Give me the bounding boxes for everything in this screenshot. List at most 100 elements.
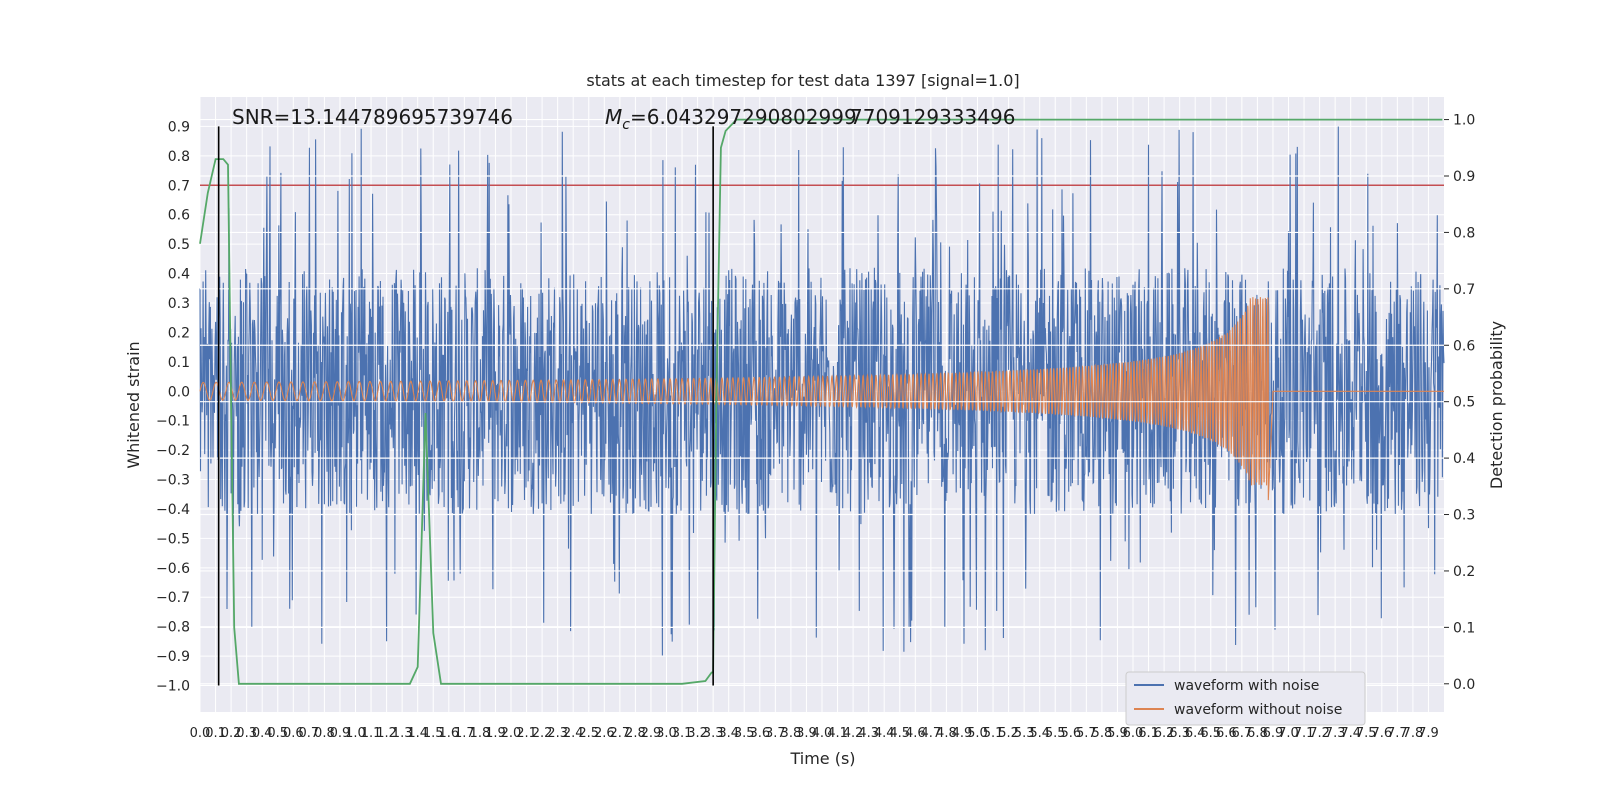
x-tick-label-9: 0.9 bbox=[330, 726, 351, 741]
x-tick-label-50: 5.0 bbox=[967, 726, 988, 741]
x-tick-label-27: 2.7 bbox=[610, 726, 631, 741]
x-tick-label-15: 1.5 bbox=[423, 726, 444, 741]
chirp-mass-overlap-annotation: 7709129333496 bbox=[850, 105, 1015, 129]
x-tick-label-31: 3.1 bbox=[672, 726, 693, 741]
chirp-mass-value: =6.043297290802999 bbox=[630, 105, 857, 129]
x-tick-label-71: 7.1 bbox=[1294, 726, 1315, 741]
legend: waveform with noise waveform without noi… bbox=[1125, 671, 1366, 726]
legend-label-clean: waveform without noise bbox=[1174, 702, 1342, 718]
x-tick-label-29: 2.9 bbox=[641, 726, 662, 741]
right-axis-gridlines bbox=[200, 118, 1444, 685]
x-tick-label-66: 6.6 bbox=[1216, 726, 1237, 741]
x-tick-label-33: 3.3 bbox=[703, 726, 724, 741]
y-tick-label-0: 0.9 bbox=[168, 119, 190, 135]
y-tick-label-8: 0.1 bbox=[168, 355, 190, 371]
x-tick-label-30: 3.0 bbox=[656, 726, 677, 741]
x-tick-label-14: 1.4 bbox=[407, 726, 428, 741]
x-tick-label-74: 7.4 bbox=[1340, 726, 1361, 741]
y-tick-label-12: −0.3 bbox=[156, 473, 190, 489]
series-waveform-without-noise bbox=[199, 297, 1444, 501]
x-tick-label-5: 0.5 bbox=[267, 726, 288, 741]
x-axis: 0.00.10.20.30.40.50.60.70.80.91.01.11.21… bbox=[190, 726, 1439, 741]
x-tick-label-16: 1.6 bbox=[438, 726, 459, 741]
x-tick-label-45: 4.5 bbox=[889, 726, 910, 741]
y-tick-label-19: −1.0 bbox=[156, 679, 190, 695]
x-tick-label-21: 2.1 bbox=[516, 726, 537, 741]
x-tick-label-49: 4.9 bbox=[952, 726, 973, 741]
x-tick-label-62: 6.2 bbox=[1154, 726, 1175, 741]
chirp-mass-annotation: Mc=6.043297290802999 bbox=[605, 105, 857, 133]
y2-tick-label-0: 1.0 bbox=[1453, 113, 1475, 129]
y2-tick-label-6: 0.4 bbox=[1453, 451, 1475, 467]
x-tick-label-19: 1.9 bbox=[485, 726, 506, 741]
clean-trace bbox=[199, 297, 1444, 501]
x-tick-label-39: 3.9 bbox=[796, 726, 817, 741]
x-tick-label-37: 3.7 bbox=[765, 726, 786, 741]
x-tick-label-48: 4.8 bbox=[936, 726, 957, 741]
y-axis-right: 1.0 0.9 0.8 0.7 0.6 0.5 0.4 0.3 0.2 0.1 0.0 bbox=[1444, 113, 1475, 693]
x-tick-label-75: 7.5 bbox=[1356, 726, 1377, 741]
x-tick-label-76: 7.6 bbox=[1371, 726, 1392, 741]
x-tick-label-17: 1.7 bbox=[454, 726, 475, 741]
x-tick-label-73: 7.3 bbox=[1325, 726, 1346, 741]
x-tick-label-24: 2.4 bbox=[563, 726, 584, 741]
chart-title: stats at each timestep for test data 139… bbox=[586, 71, 1019, 90]
x-tick-label-28: 2.8 bbox=[625, 726, 646, 741]
x-tick-label-12: 1.2 bbox=[376, 726, 397, 741]
y2-tick-label-8: 0.2 bbox=[1453, 564, 1475, 580]
x-tick-label-11: 1.1 bbox=[361, 726, 382, 741]
x-tick-label-18: 1.8 bbox=[470, 726, 491, 741]
x-tick-label-78: 7.8 bbox=[1403, 726, 1424, 741]
legend-box bbox=[1125, 671, 1366, 726]
x-tick-label-43: 4.3 bbox=[858, 726, 879, 741]
x-tick-label-65: 6.5 bbox=[1200, 726, 1221, 741]
y-axis-label-left: Whitened strain bbox=[124, 341, 143, 468]
snr-annotation: SNR=13.144789695739746 bbox=[232, 105, 513, 129]
y-tick-label-6: 0.3 bbox=[168, 296, 190, 312]
y2-tick-label-5: 0.5 bbox=[1453, 395, 1475, 411]
x-tick-label-36: 3.6 bbox=[749, 726, 770, 741]
x-tick-label-3: 0.3 bbox=[236, 726, 257, 741]
y-tick-label-2: 0.7 bbox=[168, 178, 190, 194]
y2-tick-label-7: 0.3 bbox=[1453, 508, 1475, 524]
x-axis-label: Time (s) bbox=[789, 749, 855, 768]
x-tick-label-0: 0.0 bbox=[190, 726, 211, 741]
x-tick-label-54: 5.4 bbox=[1029, 726, 1050, 741]
x-tick-label-77: 7.7 bbox=[1387, 726, 1408, 741]
x-tick-label-57: 5.7 bbox=[1076, 726, 1097, 741]
event-markers bbox=[217, 126, 714, 686]
x-tick-label-61: 6.1 bbox=[1138, 726, 1159, 741]
x-tick-label-32: 3.2 bbox=[687, 726, 708, 741]
y2-tick-label-10: 0.0 bbox=[1453, 677, 1475, 693]
x-tick-label-55: 5.5 bbox=[1045, 726, 1066, 741]
x-tick-label-8: 0.8 bbox=[314, 726, 335, 741]
x-tick-label-46: 4.6 bbox=[905, 726, 926, 741]
x-tick-label-10: 1.0 bbox=[345, 726, 366, 741]
y2-tick-label-3: 0.7 bbox=[1453, 282, 1475, 298]
x-tick-label-68: 6.8 bbox=[1247, 726, 1268, 741]
y-tick-label-14: −0.5 bbox=[156, 531, 190, 547]
x-tick-label-22: 2.2 bbox=[532, 726, 553, 741]
y2-tick-label-4: 0.6 bbox=[1453, 338, 1475, 354]
series-detection-probability bbox=[199, 118, 1443, 685]
y-tick-label-7: 0.2 bbox=[168, 325, 190, 341]
y-axis-left: 0.9 0.8 0.7 0.6 0.5 0.4 0.3 0.2 0.1 0.0 −0.1 −0.2 −0… bbox=[156, 119, 190, 694]
y-tick-label-9: 0.0 bbox=[168, 384, 190, 400]
x-tick-label-25: 2.5 bbox=[578, 726, 599, 741]
x-tick-label-34: 3.4 bbox=[718, 726, 739, 741]
y-tick-label-15: −0.6 bbox=[156, 561, 190, 577]
legend-label-noise: waveform with noise bbox=[1174, 678, 1319, 694]
x-tick-label-58: 5.8 bbox=[1092, 726, 1113, 741]
y2-tick-label-1: 0.9 bbox=[1453, 169, 1475, 185]
x-tick-label-70: 7.0 bbox=[1278, 726, 1299, 741]
y-tick-label-10: −0.1 bbox=[156, 414, 190, 430]
x-tick-label-20: 2.0 bbox=[501, 726, 522, 741]
x-tick-label-63: 6.3 bbox=[1169, 726, 1190, 741]
y2-tick-label-2: 0.8 bbox=[1453, 225, 1475, 241]
series-waveform-with-noise bbox=[199, 126, 1445, 656]
noise-trace bbox=[199, 126, 1445, 656]
x-tick-label-13: 1.3 bbox=[392, 726, 413, 741]
y-tick-label-1: 0.8 bbox=[168, 149, 190, 165]
y-tick-label-11: −0.2 bbox=[156, 443, 190, 459]
